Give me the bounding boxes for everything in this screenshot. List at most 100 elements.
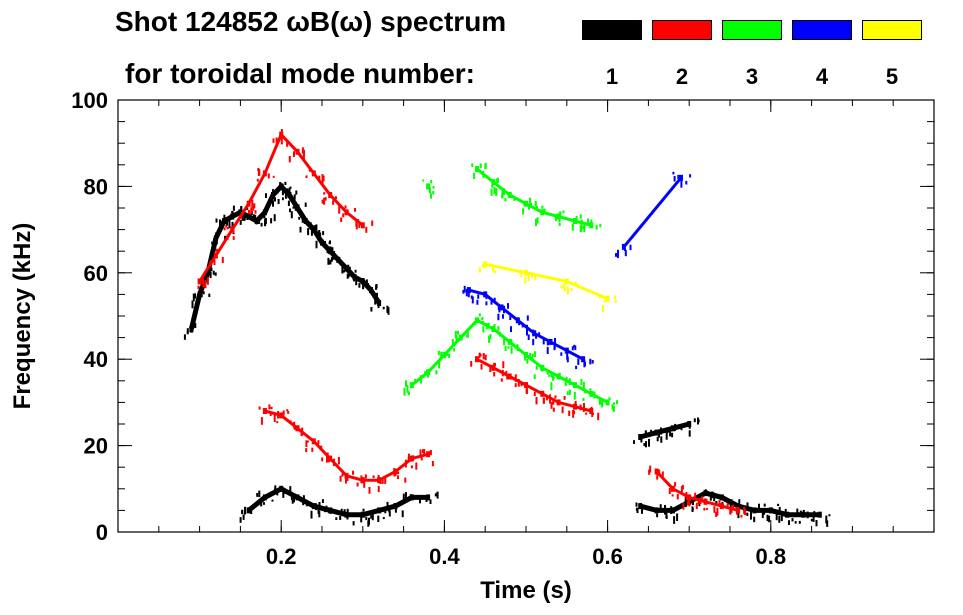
data-speckle xyxy=(718,499,721,507)
data-speckle xyxy=(377,515,380,522)
data-speckle xyxy=(629,244,632,251)
data-point xyxy=(426,183,431,190)
data-speckle xyxy=(502,361,505,369)
data-speckle xyxy=(367,283,370,288)
data-speckle xyxy=(226,227,229,230)
data-speckle xyxy=(536,217,539,224)
data-speckle xyxy=(430,193,432,199)
data-speckle xyxy=(305,448,308,453)
data-speckle xyxy=(518,319,521,326)
data-speckle xyxy=(379,481,382,485)
data-speckle xyxy=(775,514,778,521)
data-speckle xyxy=(342,213,345,218)
data-speckle xyxy=(799,510,802,513)
data-speckle xyxy=(432,191,435,195)
data-speckle xyxy=(226,219,228,226)
data-speckle xyxy=(791,518,794,522)
data-speckle xyxy=(280,137,283,145)
data-point xyxy=(295,425,300,432)
data-speckle xyxy=(281,183,284,186)
x-tick-label: 0.2 xyxy=(266,544,297,569)
data-point xyxy=(638,434,643,440)
data-point xyxy=(197,278,202,285)
data-point xyxy=(475,317,479,324)
data-speckle xyxy=(293,421,296,429)
series-mode-2 xyxy=(648,465,747,518)
data-point xyxy=(605,399,610,406)
data-speckle xyxy=(476,299,479,305)
data-speckle xyxy=(228,217,231,226)
data-speckle xyxy=(215,232,217,235)
data-speckle xyxy=(260,417,263,425)
data-speckle xyxy=(269,413,272,416)
data-speckle xyxy=(665,510,668,518)
data-speckle xyxy=(308,168,311,172)
data-speckle xyxy=(746,512,749,516)
data-speckle xyxy=(641,508,643,514)
data-speckle xyxy=(348,272,351,277)
chart-title-line2: for toroidal mode number: xyxy=(125,58,475,89)
series-line xyxy=(188,182,382,330)
data-speckle xyxy=(574,400,577,409)
data-speckle xyxy=(533,391,536,397)
data-speckle xyxy=(492,267,495,272)
data-speckle xyxy=(371,512,374,521)
series-mode-3 xyxy=(471,162,602,233)
data-speckle xyxy=(758,503,760,511)
data-speckle xyxy=(504,345,507,351)
data-speckle xyxy=(788,520,790,525)
data-speckle xyxy=(553,342,556,351)
data-speckle xyxy=(210,267,213,271)
data-speckle xyxy=(686,500,689,506)
data-speckle xyxy=(521,324,524,328)
data-speckle xyxy=(711,491,714,499)
data-speckle xyxy=(568,389,571,395)
data-speckle xyxy=(345,475,348,480)
data-speckle xyxy=(480,364,483,370)
data-speckle xyxy=(194,323,197,328)
data-speckle xyxy=(532,329,535,336)
data-speckle xyxy=(306,440,309,443)
data-speckle xyxy=(794,521,797,524)
data-speckle xyxy=(593,391,596,399)
data-speckle xyxy=(796,508,799,516)
data-speckle xyxy=(506,376,509,380)
data-speckle xyxy=(332,200,335,205)
data-speckle xyxy=(289,208,291,213)
data-speckle xyxy=(825,515,828,524)
data-speckle xyxy=(531,356,534,359)
data-speckle xyxy=(260,222,263,227)
data-point xyxy=(564,347,569,354)
data-speckle xyxy=(248,210,250,214)
data-speckle xyxy=(337,456,340,465)
data-speckle xyxy=(239,220,242,225)
data-speckle xyxy=(671,432,674,438)
data-speckle xyxy=(321,199,324,204)
data-point xyxy=(262,170,267,177)
data-speckle xyxy=(591,360,594,364)
data-speckle xyxy=(761,510,764,518)
data-point xyxy=(287,192,292,198)
data-point xyxy=(499,304,504,311)
data-speckle xyxy=(343,509,346,516)
data-speckle xyxy=(382,306,385,310)
data-point xyxy=(507,338,512,345)
data-speckle xyxy=(256,178,259,182)
data-speckle xyxy=(680,180,683,188)
data-speckle xyxy=(354,208,356,212)
data-speckle xyxy=(419,375,422,380)
series-mode-1 xyxy=(239,485,439,527)
data-speckle xyxy=(453,348,456,352)
data-speckle xyxy=(310,230,313,236)
data-point xyxy=(246,200,251,207)
data-speckle xyxy=(315,224,318,231)
data-point xyxy=(393,468,398,475)
data-speckle xyxy=(524,276,527,284)
data-speckle xyxy=(689,174,692,178)
data-speckle xyxy=(305,175,308,179)
data-speckle xyxy=(315,240,318,249)
data-speckle xyxy=(298,216,301,220)
data-speckle xyxy=(798,520,801,524)
data-speckle xyxy=(394,471,397,476)
data-speckle xyxy=(703,507,706,511)
